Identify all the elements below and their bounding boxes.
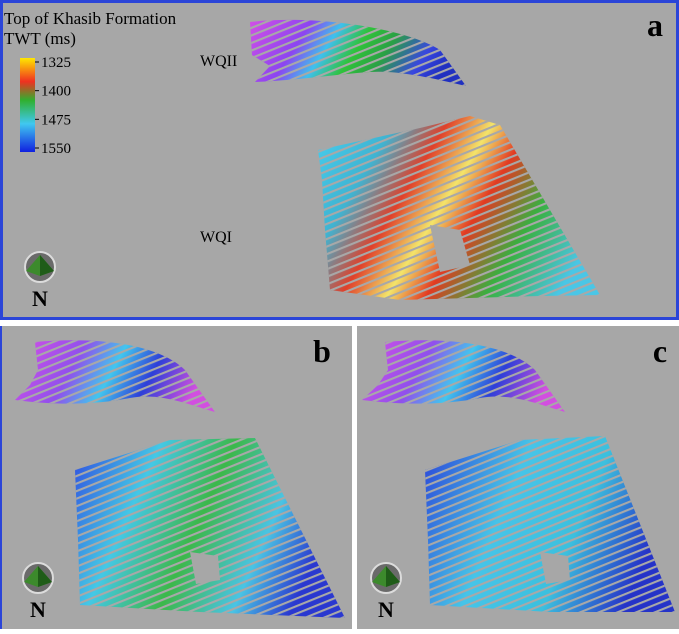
north-label: N (30, 597, 46, 622)
colorbar-tick-label: 1325 (41, 55, 71, 71)
figure: Top of Khasib Formation TWT (ms) WQII WQ… (0, 0, 679, 629)
panel-label: a (647, 7, 663, 43)
panel-label: c (653, 333, 667, 369)
panel-border (0, 326, 2, 629)
north-arrow (371, 563, 401, 593)
north-label: N (32, 286, 48, 311)
colorbar-tick-label: 1400 (41, 84, 71, 100)
colorbar (20, 58, 35, 152)
north-arrow (23, 563, 53, 593)
field-label: WQI (200, 229, 232, 246)
legend-subtitle: TWT (ms) (4, 29, 76, 48)
colorbar-tick-label: 1475 (41, 112, 71, 128)
panel-label: b (313, 333, 331, 369)
colorbar-tick-label: 1550 (41, 141, 71, 157)
north-label: N (378, 597, 394, 622)
field-label: WQII (200, 53, 237, 70)
legend-title: Top of Khasib Formation (4, 9, 177, 28)
north-arrow (25, 252, 55, 282)
